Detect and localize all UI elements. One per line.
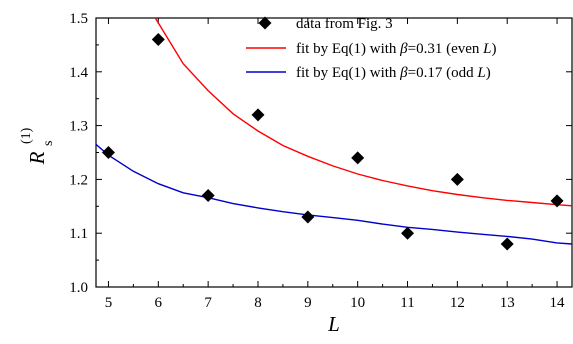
- data-point: [201, 189, 215, 203]
- data-point: [550, 194, 564, 208]
- x-axis-title: L: [327, 312, 340, 336]
- y-axis-ticks: 1.0 1.1 1.2 1.3 1.4 1.5: [69, 11, 572, 296]
- y-tick-label: 1.0: [69, 280, 88, 296]
- x-tick-label: 7: [204, 295, 212, 311]
- x-tick-label: 10: [350, 295, 365, 311]
- legend-label-even: fit by Eq(1) with β=0.31 (even L): [296, 41, 497, 57]
- legend-label-part: L: [476, 65, 485, 81]
- legend: data from Fig. 3 fit by Eq(1) with β=0.31…: [246, 16, 497, 81]
- plot-frame: [95, 17, 573, 288]
- legend-label-part: ): [492, 41, 497, 57]
- data-point: [500, 237, 514, 251]
- x-tick-label: 12: [450, 295, 465, 311]
- data-point: [301, 210, 315, 224]
- legend-label-part: β: [399, 41, 408, 57]
- y-axis-title-main: R: [25, 151, 49, 165]
- x-tick-label: 6: [155, 295, 163, 311]
- legend-label-part: L: [482, 41, 491, 57]
- data-point: [101, 146, 115, 159]
- legend-label-part: ): [486, 65, 491, 81]
- x-tick-label: 9: [304, 295, 312, 311]
- x-tick-label: 11: [400, 295, 414, 311]
- fit-curve-odd: [95, 143, 573, 245]
- legend-label-data: data from Fig. 3: [296, 16, 393, 32]
- data-point: [351, 151, 365, 165]
- data-points: [101, 33, 564, 251]
- y-tick-label: 1.4: [69, 65, 88, 81]
- data-point: [151, 33, 165, 47]
- data-point: [251, 108, 265, 122]
- x-tick-label: 14: [550, 295, 566, 311]
- x-tick-label: 8: [254, 295, 262, 311]
- legend-label-part: fit by Eq(1) with: [296, 41, 400, 57]
- x-axis-ticks: 5 6 7 8 9 10 11 12 13 14: [105, 18, 565, 311]
- fit-curve-even: [154, 17, 573, 207]
- y-tick-label: 1.3: [69, 119, 88, 135]
- legend-label-part: =0.17 (odd: [408, 65, 478, 81]
- legend-label-part: fit by Eq(1) with: [296, 65, 400, 81]
- legend-label-part: β: [399, 65, 408, 81]
- data-point: [450, 172, 464, 186]
- fit-curves: [95, 17, 573, 245]
- y-axis-title-superscript: (1): [19, 127, 34, 144]
- y-tick-label: 1.5: [69, 11, 88, 27]
- legend-label-part: =0.31 (even: [408, 41, 484, 57]
- y-tick-label: 1.1: [69, 226, 88, 242]
- plot-border: [95, 17, 573, 288]
- y-axis-title: Rs (1): [19, 127, 56, 165]
- x-tick-label: 5: [105, 295, 113, 311]
- x-tick-label: 13: [500, 295, 515, 311]
- y-tick-label: 1.2: [69, 172, 88, 188]
- y-axis-title-subscript: s: [41, 141, 56, 146]
- legend-label-odd: fit by Eq(1) with β=0.17 (odd L): [296, 65, 491, 81]
- legend-marker-data: [258, 16, 272, 30]
- data-point: [401, 226, 415, 240]
